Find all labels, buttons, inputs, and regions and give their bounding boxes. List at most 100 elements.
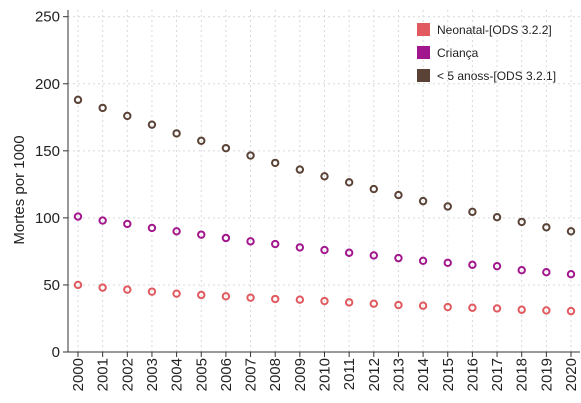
x-tick-label: 2013 xyxy=(390,358,407,391)
x-tick-label: 2017 xyxy=(489,358,506,391)
data-point xyxy=(246,151,255,160)
data-points xyxy=(73,95,576,316)
x-tick-label: 2002 xyxy=(119,358,136,391)
x-tick-label: 2000 xyxy=(70,358,87,391)
x-tick-label: 2006 xyxy=(218,358,235,391)
data-point xyxy=(98,283,107,292)
data-point xyxy=(123,111,132,121)
data-point xyxy=(271,158,280,168)
x-tick-label: 2018 xyxy=(514,358,531,391)
data-point xyxy=(73,212,83,221)
data-point xyxy=(566,227,576,236)
data-point xyxy=(369,251,378,260)
legend: Neonatal-[ODS 3.2.2] Criança < 5 anoss-[OD… xyxy=(417,23,556,83)
data-point xyxy=(221,143,231,153)
data-point xyxy=(246,293,255,302)
x-tick-label: 2019 xyxy=(538,358,555,391)
x-tick-label: 2011 xyxy=(341,358,358,390)
legend-label: Criança xyxy=(437,46,479,60)
data-point xyxy=(320,172,329,181)
data-point xyxy=(394,300,403,310)
data-point xyxy=(443,258,452,268)
y-tick-label: 50 xyxy=(43,277,60,294)
data-point xyxy=(468,207,477,217)
data-point xyxy=(98,216,107,225)
data-point xyxy=(320,245,329,255)
data-point xyxy=(492,261,502,271)
data-point xyxy=(221,233,231,243)
data-point xyxy=(73,280,83,290)
legend-label: < 5 anoss-[ODS 3.2.1] xyxy=(437,69,556,83)
x-tick-label: 2014 xyxy=(415,358,432,391)
data-point xyxy=(172,227,181,236)
data-point xyxy=(492,304,502,313)
x-tick-label: 2020 xyxy=(563,358,580,391)
data-point xyxy=(147,223,157,233)
x-tick-label: 2010 xyxy=(317,358,334,391)
data-point xyxy=(517,265,526,275)
data-point xyxy=(369,299,378,308)
data-point xyxy=(418,301,428,310)
data-point xyxy=(542,268,551,277)
data-point xyxy=(443,202,452,211)
data-point xyxy=(320,296,329,306)
data-point xyxy=(344,178,354,187)
data-point xyxy=(369,184,378,194)
data-point xyxy=(517,217,526,227)
data-point xyxy=(271,294,280,304)
data-point xyxy=(443,302,452,312)
x-tick-label: 2009 xyxy=(292,358,309,391)
x-tick-label: 2003 xyxy=(144,358,161,391)
data-point xyxy=(542,223,551,232)
data-point xyxy=(566,306,576,316)
data-point xyxy=(197,230,206,239)
y-axis-title: Mortes por 1000 xyxy=(11,135,28,244)
data-point xyxy=(147,120,157,129)
x-tick-label: 2015 xyxy=(440,358,457,391)
legend-swatch xyxy=(417,69,430,82)
data-point xyxy=(197,136,206,145)
x-tick-label: 2005 xyxy=(193,358,210,391)
data-point xyxy=(197,290,206,300)
y-tick-label: 150 xyxy=(35,143,60,160)
data-point xyxy=(492,213,502,222)
legend-swatch xyxy=(417,23,430,36)
data-point xyxy=(468,260,477,270)
data-point xyxy=(295,295,305,304)
y-tick-label: 100 xyxy=(35,210,60,227)
x-tick-label: 2001 xyxy=(95,358,112,391)
data-point xyxy=(295,165,305,174)
data-point xyxy=(418,196,428,206)
data-point xyxy=(172,129,181,138)
data-point xyxy=(123,219,132,229)
x-tick-label: 2004 xyxy=(169,358,186,391)
data-point xyxy=(542,306,551,315)
data-point xyxy=(566,270,576,279)
data-point xyxy=(344,298,354,307)
data-point xyxy=(344,248,354,257)
x-tick-label: 2012 xyxy=(366,358,383,391)
data-point xyxy=(73,95,83,105)
y-tick-label: 200 xyxy=(35,76,60,93)
x-tick-label: 2008 xyxy=(267,358,284,391)
data-point xyxy=(123,285,132,294)
data-point xyxy=(172,289,181,298)
y-tick-label: 250 xyxy=(35,9,60,26)
data-point xyxy=(221,292,231,301)
legend-swatch xyxy=(417,46,430,59)
grid xyxy=(68,10,580,353)
y-ticks: 0 50 100 150 200 250 xyxy=(35,9,68,361)
x-tick-label: 2007 xyxy=(243,358,260,391)
data-point xyxy=(418,256,428,265)
x-ticks: 2000 2001 2002 2003 2004 2005 2006 2007 2008 2009… xyxy=(70,352,580,391)
data-point xyxy=(147,287,157,296)
x-tick-label: 2016 xyxy=(464,358,481,391)
data-point xyxy=(98,103,107,113)
data-point xyxy=(246,237,255,246)
data-point xyxy=(517,305,526,314)
data-point xyxy=(271,239,280,249)
y-tick-label: 0 xyxy=(52,344,60,361)
data-point xyxy=(295,243,305,252)
data-point xyxy=(394,190,403,200)
